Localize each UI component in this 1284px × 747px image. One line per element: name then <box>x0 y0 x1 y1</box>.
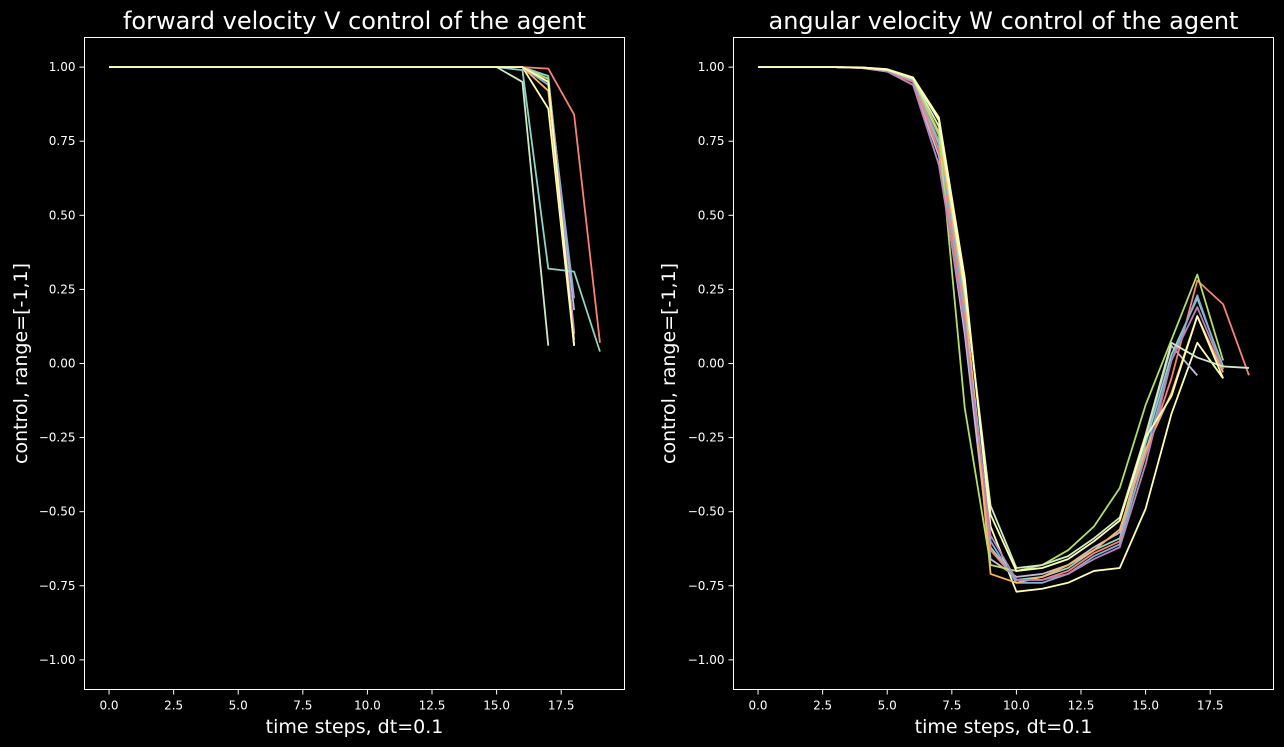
x-tick-label: 10.0 <box>1003 699 1030 713</box>
y-tick-label: −0.75 <box>688 579 725 593</box>
x-tick-label: 7.5 <box>942 699 961 713</box>
y-axis-label: control, range=[-1,1] <box>10 263 32 464</box>
x-tick-label: 17.5 <box>1197 699 1224 713</box>
chart-title: angular velocity W control of the agent <box>769 7 1239 35</box>
y-tick-label: −0.25 <box>39 431 76 445</box>
y-tick-label: 0.50 <box>49 208 76 222</box>
y-axis-label: control, range=[-1,1] <box>658 263 680 464</box>
y-tick-label: 1.00 <box>698 60 725 74</box>
x-tick-label: 12.5 <box>419 699 446 713</box>
y-tick-label: −0.25 <box>688 431 725 445</box>
x-tick-label: 5.0 <box>878 699 897 713</box>
axis-ticks: 0.0 2.5 5.0 7.5 10.0 12.5 15.0 17.5 1.00 0.75 0.50… <box>688 60 1224 712</box>
x-axis-label: time steps, dt=0.1 <box>915 716 1093 738</box>
x-tick-label: 2.5 <box>164 699 183 713</box>
y-tick-label: 0.75 <box>49 134 76 148</box>
plot-area <box>758 66 1250 593</box>
x-tick-label: 7.5 <box>293 699 312 713</box>
x-tick-label: 17.5 <box>548 699 575 713</box>
y-tick-label: −1.00 <box>688 653 725 667</box>
y-tick-label: −1.00 <box>39 653 76 667</box>
y-tick-label: −0.75 <box>39 579 76 593</box>
x-axis-label: time steps, dt=0.1 <box>266 716 444 738</box>
y-tick-label: 0.00 <box>49 357 76 371</box>
x-tick-label: 0.0 <box>748 699 767 713</box>
y-tick-label: 1.00 <box>49 60 76 74</box>
plot-area <box>109 66 601 352</box>
y-tick-label: 0.25 <box>698 282 725 296</box>
x-tick-label: 15.0 <box>1132 699 1159 713</box>
chart-title: forward velocity V control of the agent <box>123 7 586 35</box>
y-tick-label: 0.25 <box>49 282 76 296</box>
chart-angular-velocity: angular velocity W control of the agent … <box>658 7 1274 738</box>
series-line <box>758 66 1224 572</box>
series-line <box>109 66 576 346</box>
axis-ticks: 0.0 2.5 5.0 7.5 10.0 12.5 15.0 17.5 1.00 0.75 0.50… <box>39 60 575 712</box>
x-tick-label: 10.0 <box>354 699 381 713</box>
x-tick-label: 0.0 <box>99 699 118 713</box>
chart-forward-velocity: forward velocity V control of the agent … <box>10 7 625 738</box>
y-tick-label: −0.50 <box>39 505 76 519</box>
x-tick-label: 2.5 <box>813 699 832 713</box>
y-tick-label: 0.00 <box>698 357 725 371</box>
x-tick-label: 12.5 <box>1068 699 1095 713</box>
y-tick-label: 0.75 <box>698 134 725 148</box>
y-tick-label: 0.50 <box>698 208 725 222</box>
x-tick-label: 15.0 <box>483 699 510 713</box>
y-tick-label: −0.50 <box>688 505 725 519</box>
x-tick-label: 5.0 <box>229 699 248 713</box>
